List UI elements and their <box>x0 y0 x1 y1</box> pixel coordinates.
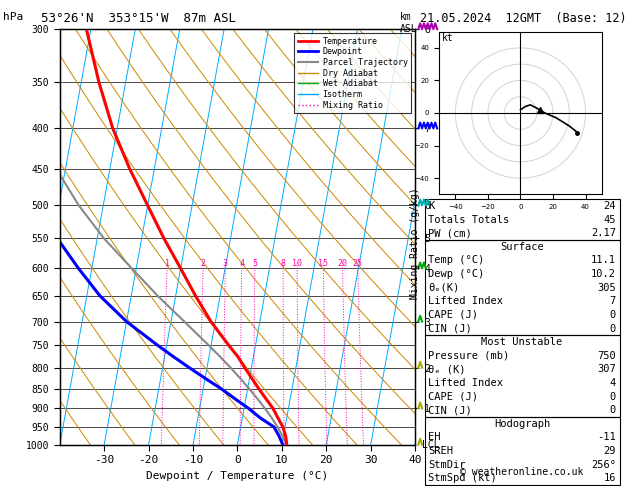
Text: 25: 25 <box>353 260 363 268</box>
Text: hPa: hPa <box>3 12 23 22</box>
Text: 53°26'N  353°15'W  87m ASL: 53°26'N 353°15'W 87m ASL <box>41 12 236 25</box>
Text: km
ASL: km ASL <box>399 12 417 34</box>
Text: 8: 8 <box>281 260 286 268</box>
Text: 4: 4 <box>610 378 616 388</box>
Text: 21.05.2024  12GMT  (Base: 12): 21.05.2024 12GMT (Base: 12) <box>420 12 626 25</box>
Text: 4: 4 <box>239 260 244 268</box>
Text: 305: 305 <box>597 283 616 293</box>
Legend: Temperature, Dewpoint, Parcel Trajectory, Dry Adiabat, Wet Adiabat, Isotherm, Mi: Temperature, Dewpoint, Parcel Trajectory… <box>294 34 411 113</box>
Text: 307: 307 <box>597 364 616 374</box>
Text: 5: 5 <box>252 260 257 268</box>
Text: 11.1: 11.1 <box>591 256 616 265</box>
Text: 0: 0 <box>610 310 616 320</box>
Text: © weatheronline.co.uk: © weatheronline.co.uk <box>460 467 584 477</box>
Text: CAPE (J): CAPE (J) <box>428 310 478 320</box>
Text: CIN (J): CIN (J) <box>428 324 472 333</box>
Text: 0: 0 <box>610 324 616 333</box>
X-axis label: Dewpoint / Temperature (°C): Dewpoint / Temperature (°C) <box>147 470 328 481</box>
Text: Dewp (°C): Dewp (°C) <box>428 269 484 279</box>
Text: K: K <box>428 201 435 211</box>
Text: 2: 2 <box>201 260 206 268</box>
Text: CAPE (J): CAPE (J) <box>428 392 478 401</box>
Text: 10: 10 <box>292 260 302 268</box>
Text: Totals Totals: Totals Totals <box>428 215 509 225</box>
Text: 750: 750 <box>597 351 616 361</box>
Text: CIN (J): CIN (J) <box>428 405 472 415</box>
Text: Surface: Surface <box>500 242 544 252</box>
Text: PW (cm): PW (cm) <box>428 228 472 238</box>
Text: Pressure (mb): Pressure (mb) <box>428 351 509 361</box>
Text: 1: 1 <box>165 260 170 268</box>
Text: 15: 15 <box>318 260 328 268</box>
Text: θₑ(K): θₑ(K) <box>428 283 460 293</box>
Text: Temp (°C): Temp (°C) <box>428 256 484 265</box>
Text: 29: 29 <box>603 446 616 456</box>
Text: EH: EH <box>428 433 441 442</box>
Text: StmSpd (kt): StmSpd (kt) <box>428 473 497 483</box>
Text: -11: -11 <box>597 433 616 442</box>
Text: 10.2: 10.2 <box>591 269 616 279</box>
Text: kt: kt <box>442 34 454 43</box>
Text: 45: 45 <box>603 215 616 225</box>
Text: 256°: 256° <box>591 460 616 469</box>
Text: Mixing Ratio (g/kg): Mixing Ratio (g/kg) <box>410 187 420 299</box>
Text: 0: 0 <box>610 392 616 401</box>
Text: 3: 3 <box>223 260 228 268</box>
Text: θₑ (K): θₑ (K) <box>428 364 466 374</box>
Text: Lifted Index: Lifted Index <box>428 296 503 306</box>
Text: Most Unstable: Most Unstable <box>481 337 563 347</box>
Text: 24: 24 <box>603 201 616 211</box>
Text: 2.17: 2.17 <box>591 228 616 238</box>
Text: SREH: SREH <box>428 446 454 456</box>
Text: 20: 20 <box>338 260 348 268</box>
Text: Hodograph: Hodograph <box>494 419 550 429</box>
Text: 16: 16 <box>603 473 616 483</box>
Text: 7: 7 <box>610 296 616 306</box>
Text: Lifted Index: Lifted Index <box>428 378 503 388</box>
Text: StmDir: StmDir <box>428 460 466 469</box>
Text: 0: 0 <box>610 405 616 415</box>
Text: LCL: LCL <box>422 440 440 450</box>
